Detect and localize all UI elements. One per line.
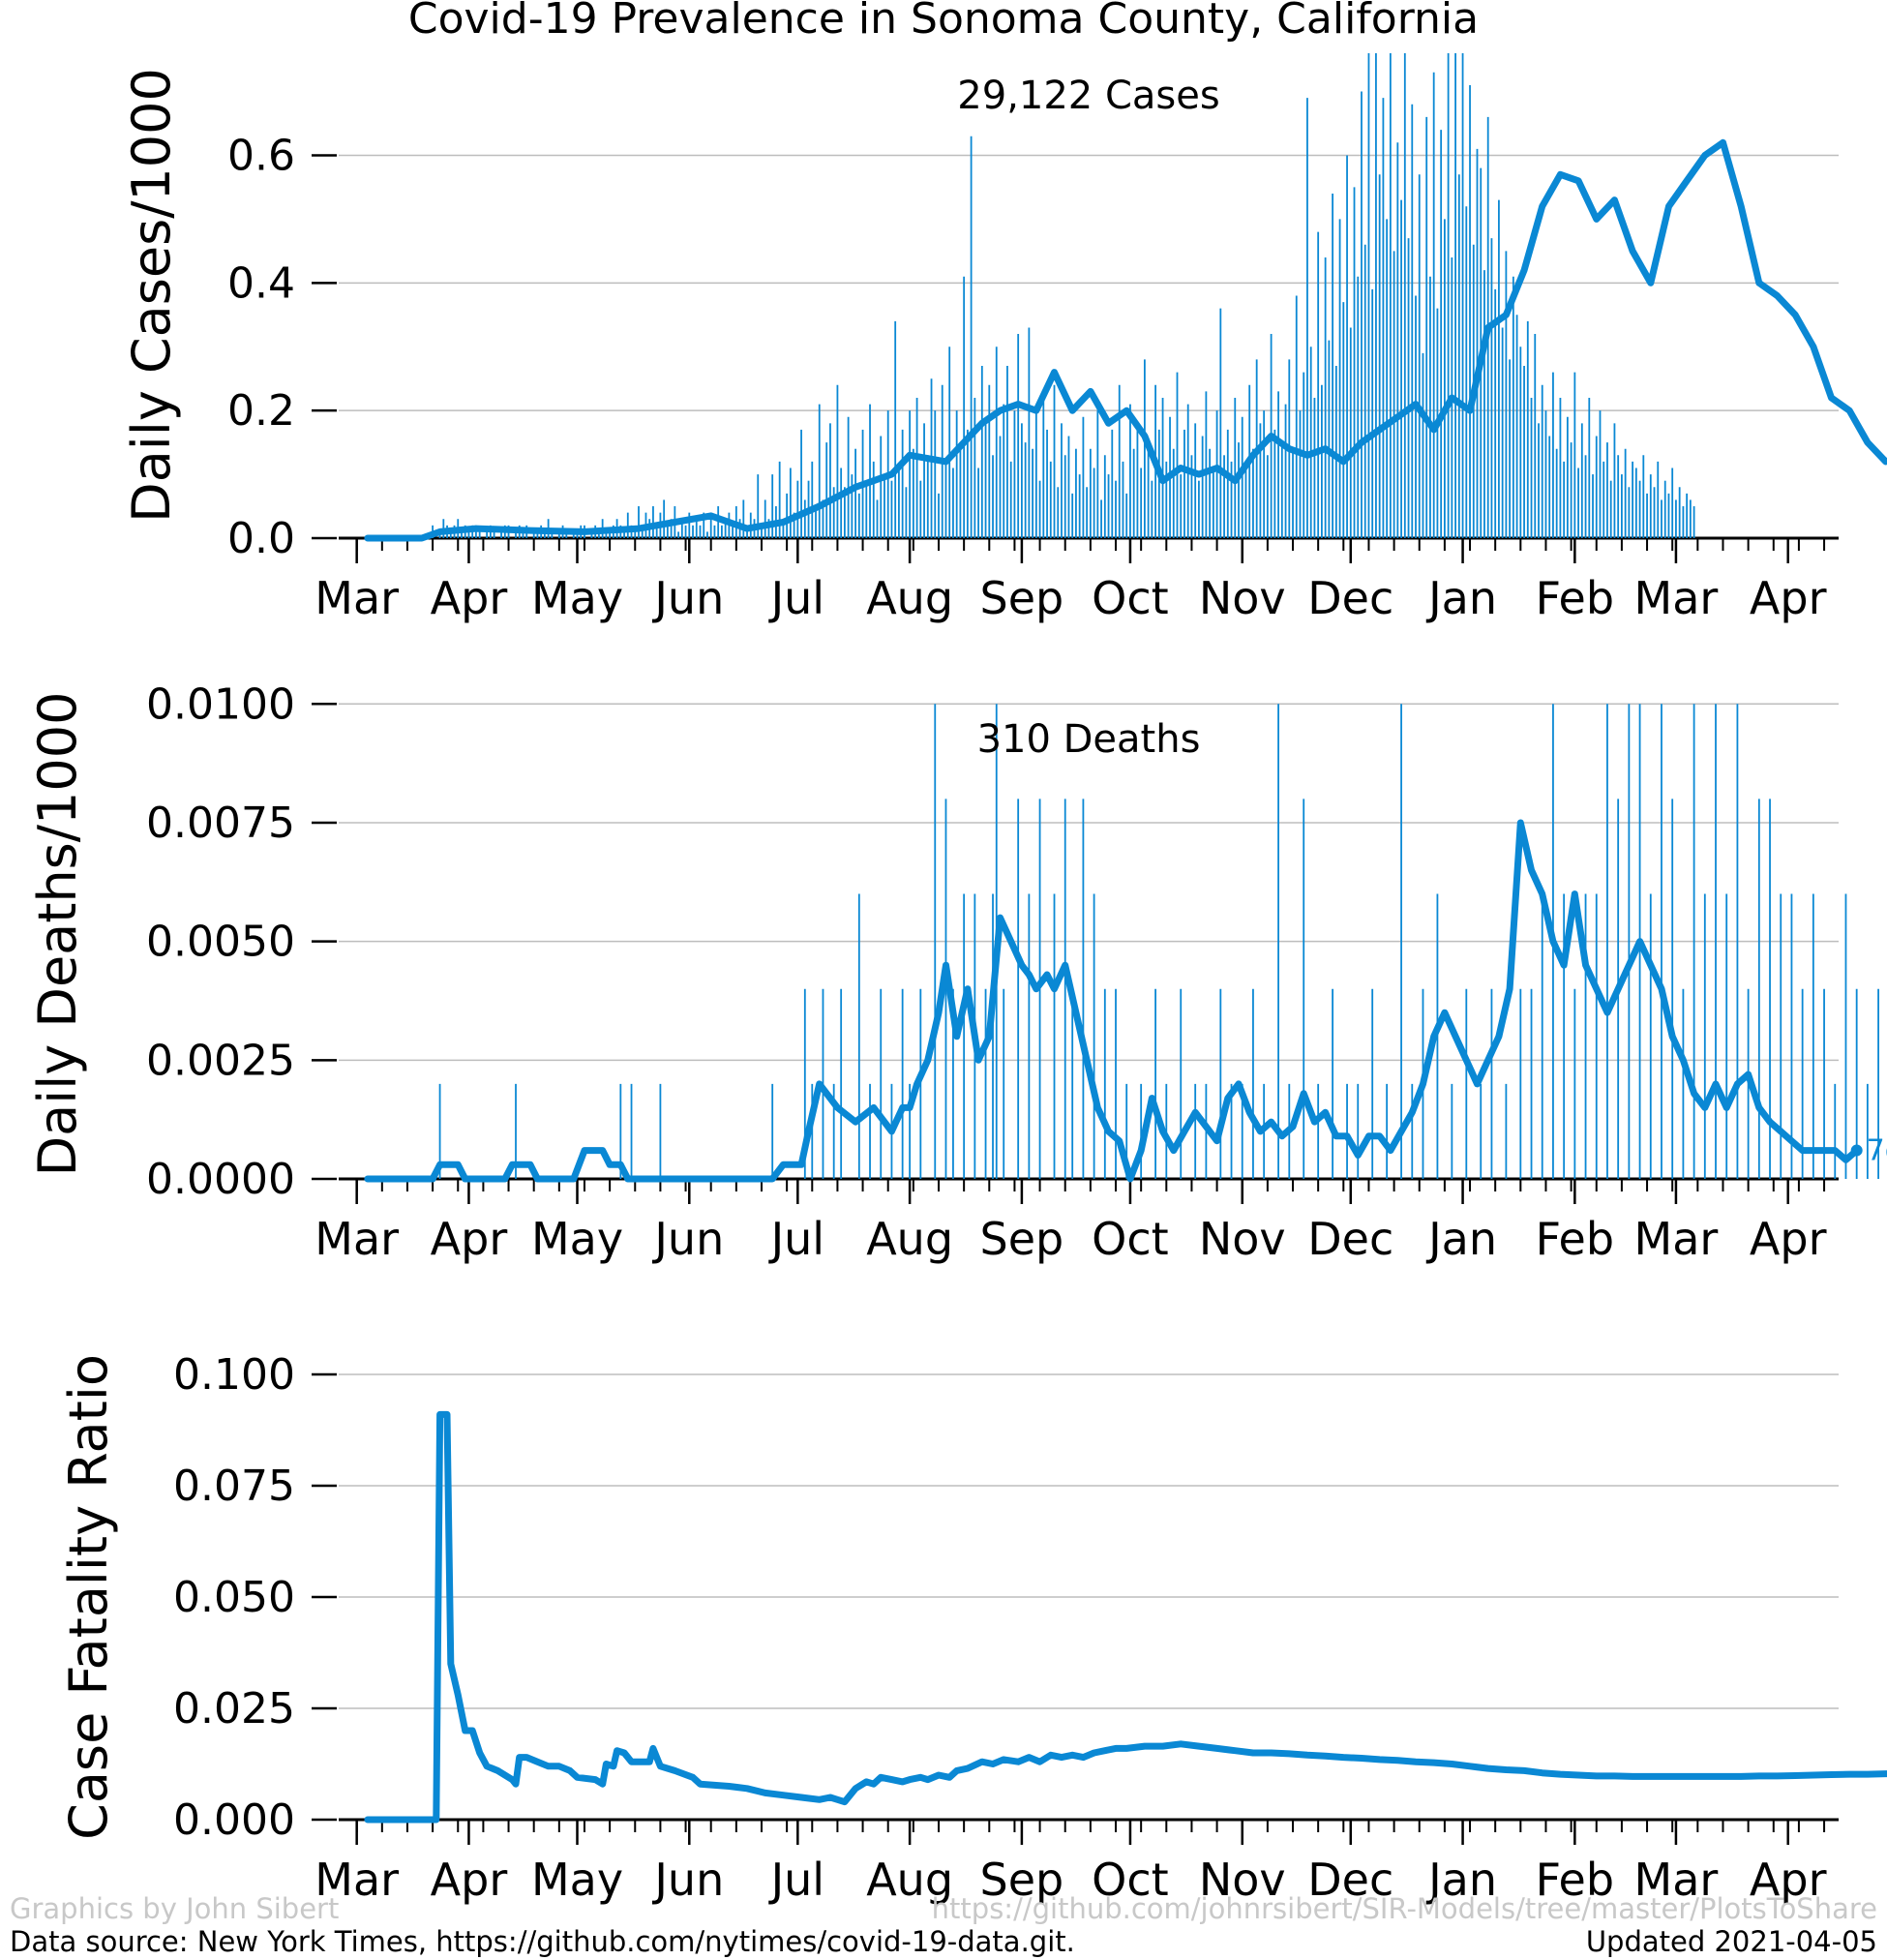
x-tick-label: Jul xyxy=(768,1213,825,1265)
cases-panel: 0.0 0.2 0.4 0.6 Daily Cases/1000 Mar Apr May Jun… xyxy=(121,53,1887,624)
x-tick-label: Mar xyxy=(314,1213,399,1265)
y-tick-label: 0.0000 xyxy=(146,1155,295,1204)
x-tick-label: Apr xyxy=(1750,1854,1827,1906)
x-tick-label: Jun xyxy=(651,572,724,624)
x-tick-label: Apr xyxy=(1750,1213,1827,1265)
y-tick-label: 0.000 xyxy=(173,1795,295,1845)
x-tick-label: Mar xyxy=(314,572,399,624)
x-tick-label: Mar xyxy=(1634,572,1719,624)
x-tick-label: Feb xyxy=(1536,1854,1614,1906)
x-tick-label: Jun xyxy=(651,1213,724,1265)
x-tick-label: Nov xyxy=(1199,1854,1286,1906)
y-tick-label: 0.050 xyxy=(173,1573,295,1622)
x-tick-label: Aug xyxy=(866,1854,953,1906)
x-tick-label: Mar xyxy=(1634,1213,1719,1265)
y-tick-label: 0.0025 xyxy=(146,1036,295,1085)
x-tick-label: Aug xyxy=(866,572,953,624)
y-axis-label: Case Fatality Ratio xyxy=(58,1354,119,1840)
y-axis-label: Daily Deaths/1000 xyxy=(27,692,88,1177)
figure-title: Covid-19 Prevalence in Sonoma County, Ca… xyxy=(408,0,1479,44)
x-tick-label: Sep xyxy=(980,1213,1064,1265)
x-tick-label: Jan xyxy=(1425,1213,1497,1265)
x-tick-label: Feb xyxy=(1536,1213,1614,1265)
updated-date-text: Updated 2021-04-05 xyxy=(1585,1925,1877,1958)
y-tick-label: 0.075 xyxy=(173,1462,295,1511)
x-tick-label: Dec xyxy=(1307,1213,1393,1265)
y-tick-label: 0.4 xyxy=(227,258,295,308)
x-tick-label: Aug xyxy=(866,1213,953,1265)
x-tick-label: Jun xyxy=(651,1854,724,1906)
x-tick-label: Jan xyxy=(1425,1854,1497,1906)
x-tick-label: Nov xyxy=(1199,1213,1286,1265)
x-tick-label: Apr xyxy=(1750,572,1827,624)
x-tick-label: May xyxy=(531,1854,623,1906)
x-tick-label: Jul xyxy=(768,572,825,624)
x-tick-label: Jan xyxy=(1425,572,1497,624)
y-tick-label: 0.6 xyxy=(227,131,295,180)
series-end-marker xyxy=(1850,1144,1863,1157)
x-tick-label: Apr xyxy=(431,1854,508,1906)
y-tick-label: 0.100 xyxy=(173,1350,295,1400)
x-tick-label: Feb xyxy=(1536,572,1614,624)
x-tick-label: Dec xyxy=(1307,1854,1393,1906)
x-tick-label: May xyxy=(531,1213,623,1265)
x-tick-label: Dec xyxy=(1307,572,1393,624)
y-tick-label: 0.0 xyxy=(227,514,295,563)
cfr-panel: 0.000 0.025 0.050 0.075 0.100 Case Fatality R… xyxy=(58,1350,1887,1906)
x-tick-label: Apr xyxy=(431,572,508,624)
repo-url-text: https://github.com/johnrsibert/SIR-Model… xyxy=(931,1892,1877,1925)
y-axis-label: Daily Cases/1000 xyxy=(121,68,182,523)
series-line xyxy=(364,138,1887,542)
x-tick-label: Nov xyxy=(1199,572,1286,624)
x-tick-label: Oct xyxy=(1092,1854,1169,1906)
data-source-text: Data source: New York Times, https://git… xyxy=(10,1925,1075,1958)
x-tick-label: Apr xyxy=(431,1213,508,1265)
y-tick-label: 0.2 xyxy=(227,386,295,436)
total-annotation: 310 Deaths xyxy=(977,717,1201,762)
total-annotation: 29,122 Cases xyxy=(957,74,1219,118)
x-tick-label: Oct xyxy=(1092,1213,1169,1265)
y-tick-label: 0.025 xyxy=(173,1684,295,1734)
x-tick-label: Mar xyxy=(314,1854,399,1906)
y-tick-label: 0.0100 xyxy=(146,679,295,729)
deaths-panel: 0.0000 0.0025 0.0050 0.0075 0.0100 Daily Deat… xyxy=(27,679,1887,1265)
x-tick-label: Oct xyxy=(1092,572,1169,624)
seven-day-label: 7da xyxy=(1867,1134,1887,1168)
y-tick-label: 0.0075 xyxy=(146,799,295,848)
x-tick-label: Jul xyxy=(768,1854,825,1906)
x-tick-label: Sep xyxy=(980,1854,1064,1906)
credit-text: Graphics by John Sibert xyxy=(10,1892,340,1925)
series-line xyxy=(364,1410,1887,1824)
x-tick-label: May xyxy=(531,572,623,624)
series-line xyxy=(364,819,1861,1183)
y-tick-label: 0.0050 xyxy=(146,918,295,967)
x-tick-label: Mar xyxy=(1634,1854,1719,1906)
x-tick-label: Sep xyxy=(980,572,1064,624)
